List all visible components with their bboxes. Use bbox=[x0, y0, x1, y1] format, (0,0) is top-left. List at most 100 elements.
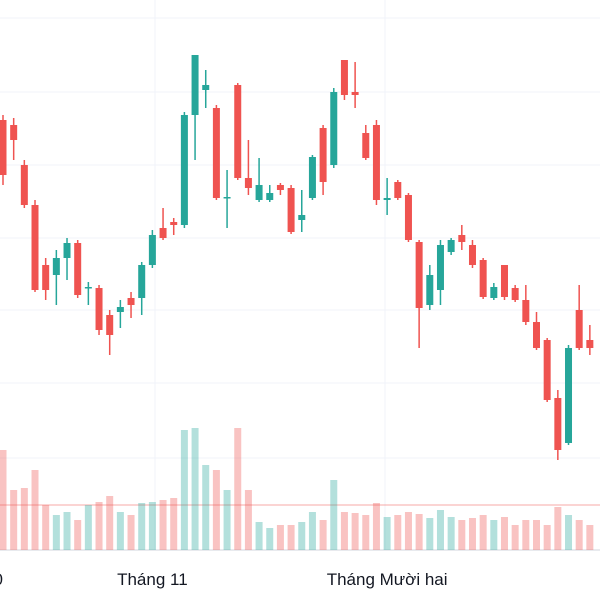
volume-bar bbox=[202, 465, 210, 550]
candle-body bbox=[565, 348, 573, 443]
volume-bar bbox=[191, 428, 199, 550]
volume-bar bbox=[244, 490, 252, 550]
candle-body bbox=[394, 182, 402, 198]
candle-body bbox=[554, 398, 562, 450]
volume-bar bbox=[383, 517, 391, 550]
candle-body bbox=[116, 307, 124, 312]
volume-bar bbox=[319, 520, 327, 550]
candle-body bbox=[63, 243, 71, 258]
volume-bar bbox=[436, 510, 444, 550]
volume-bar bbox=[362, 515, 370, 550]
candle-body bbox=[106, 315, 114, 335]
candle-body bbox=[404, 195, 412, 240]
volume-bar bbox=[106, 496, 114, 550]
volume-bar bbox=[330, 480, 338, 550]
candle-body bbox=[255, 185, 263, 200]
volume-bar bbox=[212, 470, 220, 550]
volume-bar bbox=[340, 512, 348, 550]
candle-body bbox=[159, 228, 167, 238]
candle-body bbox=[234, 85, 242, 178]
volume-bar bbox=[522, 520, 530, 550]
volume-bar bbox=[426, 518, 434, 550]
volume-bar bbox=[394, 515, 402, 550]
volume-bar bbox=[490, 520, 498, 550]
volume-bar bbox=[586, 525, 594, 550]
volume-bar bbox=[351, 513, 359, 550]
candle-body bbox=[468, 245, 476, 265]
volume-bar bbox=[372, 503, 380, 550]
volume-bar bbox=[500, 517, 508, 550]
volume-bar bbox=[63, 512, 71, 550]
volume-bar bbox=[52, 515, 60, 550]
candle-body bbox=[490, 287, 498, 298]
candle-body bbox=[223, 197, 231, 199]
candle-body bbox=[0, 120, 7, 175]
volume-bar bbox=[138, 503, 146, 550]
candle-body bbox=[383, 198, 391, 200]
candle-body bbox=[84, 287, 92, 289]
candle-body bbox=[575, 310, 583, 348]
candle-body bbox=[415, 242, 423, 308]
candle-body bbox=[533, 322, 540, 348]
volume-bar bbox=[234, 428, 242, 550]
volume-bar bbox=[0, 450, 7, 550]
volume-bar bbox=[116, 512, 124, 550]
volume-bar bbox=[31, 470, 39, 550]
volume-bar bbox=[468, 518, 476, 550]
volume-bar bbox=[10, 490, 18, 550]
volume-bar bbox=[74, 520, 82, 550]
candle-body bbox=[308, 157, 316, 198]
volume-bar bbox=[415, 514, 423, 550]
candle-body bbox=[170, 222, 178, 225]
volume-bar bbox=[533, 520, 540, 550]
volume-bar bbox=[127, 515, 135, 550]
candle-body bbox=[586, 340, 594, 348]
candle-body bbox=[351, 92, 359, 95]
candle-body bbox=[330, 92, 338, 165]
candle-body bbox=[202, 85, 210, 90]
candle-body bbox=[212, 108, 220, 198]
candle-body bbox=[522, 300, 530, 322]
candle-body bbox=[372, 125, 380, 200]
candle-body bbox=[266, 193, 274, 200]
volume-bar bbox=[255, 522, 263, 550]
volume-bar bbox=[543, 525, 551, 550]
candle-body bbox=[180, 115, 188, 225]
volume-bar bbox=[95, 502, 103, 550]
volume-bar bbox=[554, 507, 562, 550]
candle-body bbox=[10, 125, 18, 140]
volume-bar bbox=[276, 525, 284, 550]
volume-bar bbox=[223, 490, 231, 550]
volume-bar bbox=[479, 515, 487, 550]
candle-body bbox=[319, 128, 327, 182]
candle-body bbox=[244, 178, 252, 188]
candle-body bbox=[20, 165, 28, 205]
volume-bar bbox=[565, 515, 573, 550]
candle-body bbox=[426, 275, 434, 305]
volume-bar bbox=[20, 488, 28, 550]
volume-bar bbox=[159, 500, 167, 550]
grid bbox=[0, 0, 600, 550]
candle-body bbox=[276, 185, 284, 190]
volume-bar bbox=[287, 525, 295, 550]
volume-bar bbox=[575, 520, 583, 550]
candle-body bbox=[127, 298, 135, 305]
candle-body bbox=[148, 235, 156, 265]
volume-bar bbox=[180, 430, 188, 550]
x-tick-label: 0 bbox=[0, 570, 3, 589]
candle-body bbox=[340, 60, 348, 95]
candle-body bbox=[447, 240, 455, 252]
volume-bar bbox=[404, 512, 412, 550]
candle-body bbox=[52, 258, 60, 275]
candle-body bbox=[362, 133, 370, 158]
volume-bar bbox=[511, 525, 519, 550]
candle-body bbox=[287, 188, 295, 232]
candle-body bbox=[436, 245, 444, 290]
volume-bar bbox=[447, 517, 455, 550]
candle-body bbox=[191, 55, 199, 115]
x-tick-label: Tháng 11 bbox=[117, 570, 188, 589]
candle-body bbox=[500, 265, 508, 297]
candle-body bbox=[138, 265, 146, 298]
volume-bar bbox=[84, 505, 92, 550]
